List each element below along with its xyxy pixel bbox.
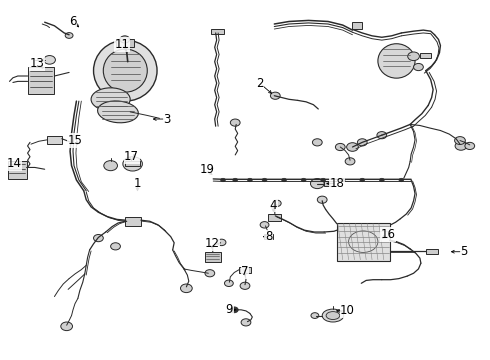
- Ellipse shape: [120, 36, 130, 43]
- Ellipse shape: [260, 222, 269, 228]
- Ellipse shape: [301, 178, 306, 182]
- Text: 5: 5: [460, 245, 467, 258]
- FancyBboxPatch shape: [125, 161, 140, 166]
- Ellipse shape: [98, 101, 138, 123]
- FancyBboxPatch shape: [324, 181, 334, 186]
- Ellipse shape: [205, 270, 215, 277]
- Text: 19: 19: [199, 163, 215, 176]
- Ellipse shape: [103, 49, 147, 92]
- Ellipse shape: [270, 92, 280, 99]
- Text: 9: 9: [225, 303, 233, 316]
- Ellipse shape: [357, 139, 367, 146]
- Ellipse shape: [224, 280, 233, 287]
- Text: 11: 11: [114, 38, 129, 51]
- FancyBboxPatch shape: [420, 53, 431, 58]
- Ellipse shape: [377, 132, 387, 139]
- Ellipse shape: [321, 178, 326, 182]
- FancyBboxPatch shape: [8, 161, 26, 179]
- Ellipse shape: [65, 33, 73, 39]
- Ellipse shape: [240, 282, 250, 289]
- Ellipse shape: [345, 158, 355, 165]
- Ellipse shape: [408, 52, 419, 60]
- FancyBboxPatch shape: [426, 249, 438, 254]
- Ellipse shape: [311, 179, 324, 189]
- FancyBboxPatch shape: [27, 67, 54, 94]
- Ellipse shape: [262, 178, 267, 182]
- Ellipse shape: [282, 178, 287, 182]
- Ellipse shape: [379, 178, 384, 182]
- Text: 4: 4: [270, 199, 277, 212]
- Text: 8: 8: [265, 230, 272, 243]
- Ellipse shape: [180, 284, 192, 293]
- Text: 12: 12: [204, 237, 219, 250]
- Text: 18: 18: [329, 177, 344, 190]
- FancyBboxPatch shape: [269, 214, 281, 221]
- Ellipse shape: [318, 196, 327, 203]
- Ellipse shape: [322, 309, 343, 322]
- Ellipse shape: [247, 178, 252, 182]
- FancyBboxPatch shape: [239, 267, 251, 273]
- Ellipse shape: [378, 44, 415, 78]
- Ellipse shape: [104, 161, 118, 171]
- FancyBboxPatch shape: [211, 29, 224, 35]
- Ellipse shape: [311, 313, 319, 319]
- Text: 13: 13: [30, 57, 45, 70]
- Text: 3: 3: [163, 113, 171, 126]
- Text: 7: 7: [241, 265, 249, 278]
- Ellipse shape: [272, 200, 281, 207]
- Ellipse shape: [61, 322, 73, 330]
- Ellipse shape: [455, 141, 467, 150]
- FancyBboxPatch shape: [337, 223, 390, 261]
- Ellipse shape: [414, 63, 423, 71]
- Text: 2: 2: [256, 77, 264, 90]
- Ellipse shape: [360, 178, 365, 182]
- Ellipse shape: [340, 178, 345, 182]
- Ellipse shape: [44, 55, 55, 64]
- Text: 16: 16: [380, 228, 395, 241]
- Ellipse shape: [91, 88, 130, 111]
- Ellipse shape: [123, 157, 143, 171]
- Ellipse shape: [220, 178, 225, 182]
- Text: 10: 10: [340, 305, 355, 318]
- Ellipse shape: [465, 142, 475, 149]
- Text: 1: 1: [134, 177, 141, 190]
- Ellipse shape: [346, 143, 358, 151]
- Text: 15: 15: [68, 134, 82, 147]
- Ellipse shape: [94, 40, 157, 101]
- Ellipse shape: [230, 119, 240, 126]
- Text: 6: 6: [69, 15, 77, 28]
- Ellipse shape: [335, 143, 345, 150]
- Ellipse shape: [217, 239, 226, 246]
- Text: 17: 17: [124, 150, 139, 163]
- Ellipse shape: [326, 312, 340, 319]
- FancyBboxPatch shape: [205, 252, 220, 262]
- Ellipse shape: [313, 139, 322, 146]
- Text: 14: 14: [7, 157, 22, 170]
- FancyBboxPatch shape: [116, 40, 134, 47]
- FancyBboxPatch shape: [125, 217, 141, 226]
- FancyBboxPatch shape: [47, 136, 62, 144]
- Ellipse shape: [111, 243, 121, 250]
- Ellipse shape: [230, 307, 238, 313]
- Ellipse shape: [455, 136, 466, 144]
- Ellipse shape: [233, 178, 238, 182]
- FancyBboxPatch shape: [351, 22, 362, 30]
- Ellipse shape: [241, 319, 251, 326]
- Ellipse shape: [399, 178, 404, 182]
- Ellipse shape: [94, 234, 103, 242]
- FancyBboxPatch shape: [264, 234, 273, 239]
